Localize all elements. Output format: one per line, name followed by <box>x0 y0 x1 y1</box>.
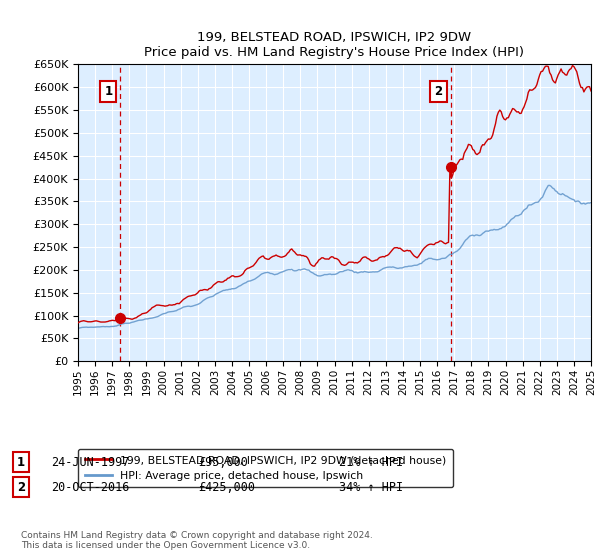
Legend: 199, BELSTEAD ROAD, IPSWICH, IP2 9DW (detached house), HPI: Average price, detac: 199, BELSTEAD ROAD, IPSWICH, IP2 9DW (de… <box>78 449 453 487</box>
Text: 24-JUN-1997: 24-JUN-1997 <box>51 455 130 469</box>
Title: 199, BELSTEAD ROAD, IPSWICH, IP2 9DW
Price paid vs. HM Land Registry's House Pri: 199, BELSTEAD ROAD, IPSWICH, IP2 9DW Pri… <box>145 31 524 59</box>
Text: 2: 2 <box>434 85 443 99</box>
Text: 21% ↑ HPI: 21% ↑ HPI <box>339 455 403 469</box>
Text: 20-OCT-2016: 20-OCT-2016 <box>51 480 130 494</box>
Text: 34% ↑ HPI: 34% ↑ HPI <box>339 480 403 494</box>
Text: 1: 1 <box>104 85 112 99</box>
Text: £95,000: £95,000 <box>198 455 248 469</box>
Text: 1: 1 <box>17 455 25 469</box>
Text: Contains HM Land Registry data © Crown copyright and database right 2024.
This d: Contains HM Land Registry data © Crown c… <box>21 530 373 550</box>
Text: £425,000: £425,000 <box>198 480 255 494</box>
Text: 2: 2 <box>17 480 25 494</box>
